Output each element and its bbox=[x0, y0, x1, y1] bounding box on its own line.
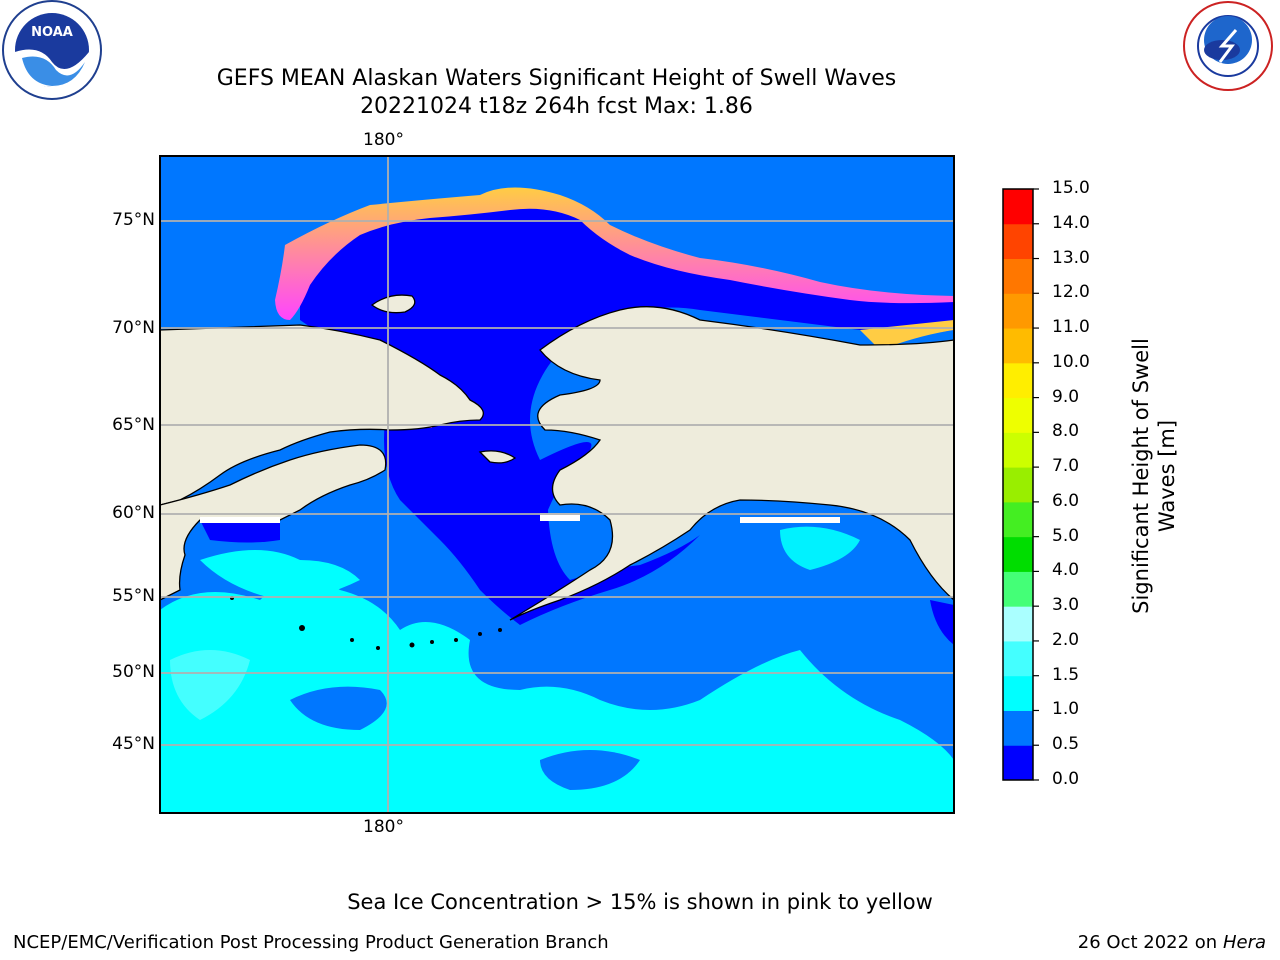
lon-label-bottom: 180° bbox=[363, 817, 404, 837]
colorbar-segment bbox=[1003, 710, 1033, 746]
noaa-logo: NOAA bbox=[2, 0, 102, 100]
colorbar-tick-label: 13.0 bbox=[1052, 247, 1090, 268]
footer-date-text: 26 Oct 2022 on bbox=[1077, 932, 1223, 953]
ocean-patch-light-2 bbox=[780, 526, 860, 570]
aleutian-islands bbox=[230, 596, 502, 650]
lat-label-75: 75°N bbox=[112, 210, 155, 230]
ocean-patch-light bbox=[200, 550, 360, 600]
colorbar-segment bbox=[1003, 328, 1033, 364]
colorbar-segment bbox=[1003, 293, 1033, 329]
ocean-patch-dark-2 bbox=[930, 600, 954, 645]
colorbar-segment bbox=[1003, 467, 1033, 503]
no-data-strip-east bbox=[740, 517, 840, 523]
chart-title: GEFS MEAN Alaskan Waters Significant Hei… bbox=[216, 66, 897, 91]
colorbar-tick-label: 0.0 bbox=[1052, 769, 1080, 789]
land-wrangel-island bbox=[370, 294, 416, 314]
colorbar-segment bbox=[1003, 606, 1033, 642]
colorbar-tick-label: 1.0 bbox=[1052, 699, 1080, 720]
ocean-patch-lighter bbox=[170, 650, 250, 720]
nws-logo bbox=[1183, 1, 1273, 91]
lat-label-55: 55°N bbox=[112, 586, 155, 606]
lat-label-45: 45°N bbox=[112, 734, 155, 754]
colorbar-tick-label: 10.0 bbox=[1052, 351, 1090, 372]
colorbar-tick-label: 4.0 bbox=[1052, 560, 1080, 581]
chart-subtitle: 20221024 t18z 264h fcst Max: 1.86 bbox=[360, 94, 753, 119]
colorbar-segment bbox=[1003, 501, 1033, 538]
colorbar-segment bbox=[1003, 397, 1033, 433]
colorbar-tick-label: 7.0 bbox=[1052, 456, 1080, 477]
ocean-patch-mid bbox=[290, 686, 387, 730]
footer-branch: NCEP/EMC/Verification Post Processing Pr… bbox=[13, 932, 609, 953]
colorbar-segment bbox=[1003, 189, 1033, 225]
colorbar-tick-label: 1.5 bbox=[1052, 664, 1080, 685]
lat-label-70: 70°N bbox=[112, 318, 155, 338]
colorbar-tick-label: 6.0 bbox=[1052, 490, 1080, 511]
no-data-strip-west bbox=[200, 517, 280, 523]
land-kamchatka bbox=[160, 444, 387, 601]
lon-label-top: 180° bbox=[363, 130, 404, 150]
colorbar-segment bbox=[1003, 675, 1033, 711]
land-alaska bbox=[509, 306, 954, 621]
ocean-region-dark bbox=[300, 196, 954, 625]
colorbar-frame bbox=[1002, 188, 1034, 781]
ocean-patch-dark bbox=[200, 520, 280, 543]
colorbar bbox=[1003, 188, 1039, 781]
no-data-strip-mid bbox=[540, 513, 580, 521]
colorbar-tick-label: 12.0 bbox=[1052, 282, 1090, 303]
sea-ice-note: Sea Ice Concentration > 15% is shown in … bbox=[347, 890, 933, 914]
noaa-logo-text: NOAA bbox=[31, 25, 73, 40]
map-frame bbox=[159, 155, 955, 814]
colorbar-tick-label: 9.0 bbox=[1052, 386, 1080, 407]
lat-label-60: 60°N bbox=[112, 503, 155, 523]
colorbar-tick-label: 11.0 bbox=[1052, 317, 1090, 338]
sea-ice-edge bbox=[275, 187, 954, 320]
colorbar-segment bbox=[1003, 571, 1033, 607]
colorbar-tick-label: 0.5 bbox=[1052, 734, 1080, 755]
lat-label-65: 65°N bbox=[112, 415, 155, 435]
colorbar-tick-label: 2.0 bbox=[1052, 629, 1080, 650]
lat-label-50: 50°N bbox=[112, 662, 155, 682]
colorbar-segment bbox=[1003, 640, 1033, 677]
ocean-region-light bbox=[160, 577, 954, 813]
colorbar-tick-label: 3.0 bbox=[1052, 595, 1080, 616]
colorbar-segment bbox=[1003, 536, 1033, 572]
colorbar-tick-label: 5.0 bbox=[1052, 525, 1080, 546]
footer-date: 26 Oct 2022 on Hera bbox=[1078, 932, 1266, 953]
colorbar-title: Significant Height of Swell Waves [m] bbox=[1129, 338, 1179, 614]
ocean-patch-mid-2 bbox=[540, 750, 640, 790]
graticule bbox=[160, 156, 954, 813]
colorbar-segment bbox=[1003, 432, 1033, 468]
colorbar-segment bbox=[1003, 258, 1033, 294]
colorbar-tick-label: 8.0 bbox=[1052, 421, 1080, 442]
map-area bbox=[160, 156, 954, 813]
colorbar-segment bbox=[1003, 362, 1033, 399]
colorbar-segment bbox=[1003, 745, 1033, 781]
footer-host: Hera bbox=[1222, 932, 1266, 953]
colorbar-tick-label: 15.0 bbox=[1052, 178, 1090, 198]
colorbar-segment bbox=[1003, 223, 1033, 260]
land-st-lawrence-island bbox=[478, 450, 517, 464]
colorbar-tick-label: 14.0 bbox=[1052, 212, 1090, 233]
